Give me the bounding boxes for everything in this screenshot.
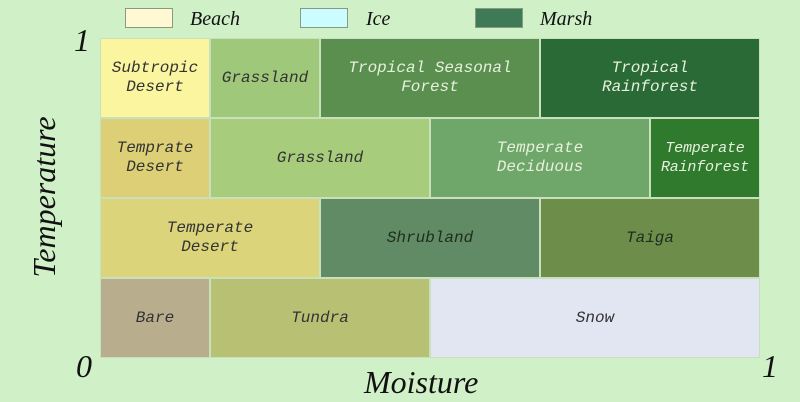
biome-cell-grassland: Grassland (210, 38, 320, 118)
biome-cell-taiga: Taiga (540, 198, 760, 278)
legend-swatch-ice (300, 8, 348, 28)
biome-cell-subtropic-desert: Subtropic Desert (100, 38, 210, 118)
x-axis-title: Moisture (364, 364, 479, 400)
biome-cell-temprate-desert: Temprate Desert (100, 118, 210, 198)
y-axis-max-label: 1 (74, 22, 90, 58)
legend-swatch-marsh (475, 8, 523, 28)
biome-cell-bare: Bare (100, 278, 210, 358)
legend-label-beach: Beach (190, 8, 240, 30)
biome-cell-snow: Snow (430, 278, 760, 358)
legend-label-ice: Ice (366, 8, 391, 30)
x-axis-max-label: 1 (762, 348, 778, 384)
biome-cell-tropical-seasonal-forest: Tropical Seasonal Forest (320, 38, 540, 118)
axis-origin-label: 0 (76, 348, 92, 384)
biome-cell-tropical-rainforest: Tropical Rainforest (540, 38, 760, 118)
biome-cell-temperate-rainforest: Temperate Rainforest (650, 118, 760, 198)
biome-cell-grassland: Grassland (210, 118, 430, 198)
legend-swatch-beach (125, 8, 173, 28)
legend-label-marsh: Marsh (540, 8, 593, 30)
biome-cell-temperate-deciduous: Temperate Deciduous (430, 118, 650, 198)
biome-cell-shrubland: Shrubland (320, 198, 540, 278)
biome-cell-tundra: Tundra (210, 278, 430, 358)
biome-cell-temperate-desert: Temperate Desert (100, 198, 320, 278)
